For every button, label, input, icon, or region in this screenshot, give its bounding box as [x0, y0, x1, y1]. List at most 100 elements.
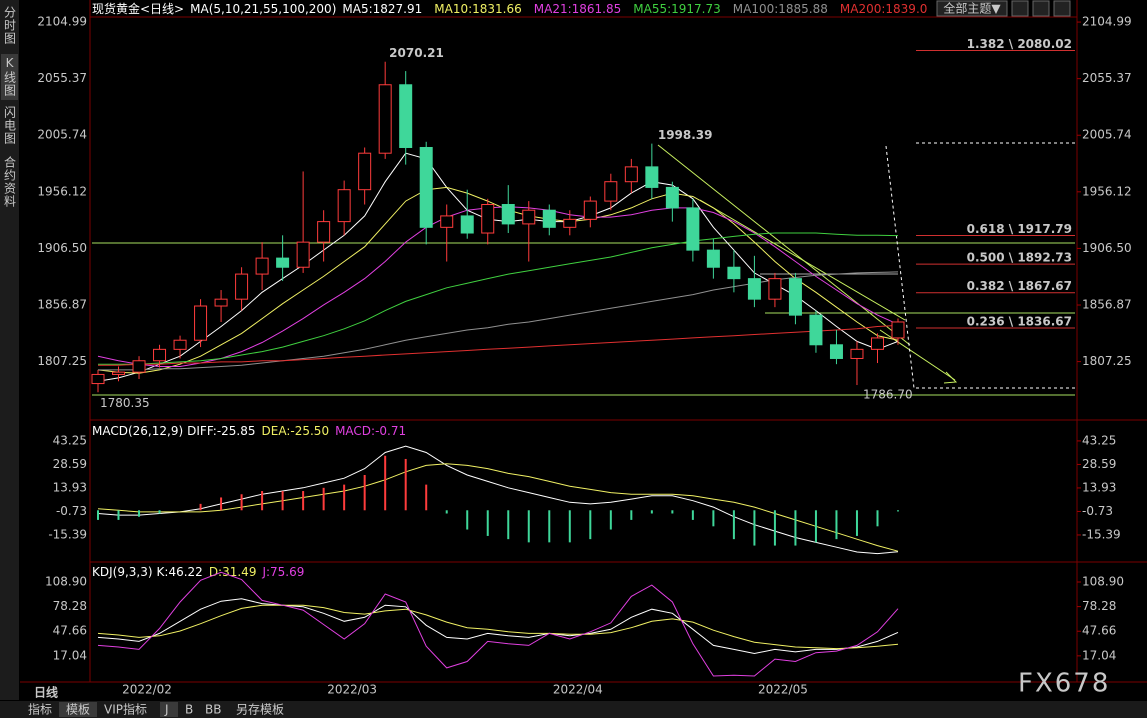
line [97, 598, 899, 655]
legend-entry: MACD:-0.71 [335, 424, 406, 438]
panel-frames [20, 0, 1147, 683]
y-tick-label: 43.25 [1082, 433, 1116, 447]
tab-active [160, 702, 178, 717]
y-tick-label: -15.39 [48, 527, 87, 541]
legend-entry: DEA:-25.50 [262, 424, 330, 438]
candle-body [768, 278, 782, 300]
high-label: 2070.21 [389, 46, 444, 60]
legend-entry: MA21:1861.85 [534, 2, 622, 16]
line [98, 324, 899, 366]
tab[interactable]: 指标 [28, 702, 52, 717]
candle-body [706, 249, 720, 268]
y-tick-label: 17.04 [53, 648, 87, 662]
candle-body [296, 241, 310, 268]
tab[interactable]: B [185, 703, 193, 717]
sidebar-tab[interactable]: K线图 [3, 56, 17, 97]
candle-body [645, 166, 659, 188]
tab[interactable]: 另存模板 [236, 703, 284, 717]
candle-body [235, 273, 249, 300]
line [97, 206, 899, 367]
candle-body [91, 373, 105, 385]
low-label: 1786.70 [863, 388, 913, 402]
panel-title: KDJ(9,3,3) [92, 565, 153, 579]
candle-body [337, 189, 351, 223]
legend-entry: MA100:1885.88 [733, 2, 828, 16]
window-icons[interactable] [1011, 0, 1071, 17]
kdj-legend: KDJ(9,3,3) K:46.22 D:31.49 J:75.69 [92, 565, 304, 579]
period[interactable]: 日线 [34, 685, 58, 700]
candle-body [665, 186, 679, 209]
legend-entry: D:31.49 [209, 565, 257, 579]
theme-button[interactable] [936, 0, 1008, 17]
y-tick-label: 47.66 [53, 624, 87, 638]
x-tick-label: 2022/04 [553, 683, 603, 697]
candle-body [214, 298, 228, 307]
candle-body [891, 321, 905, 339]
line [98, 232, 899, 365]
legend-entry: MA200:1839.0 [840, 2, 928, 16]
legend-entry: MA10:1831.66 [434, 2, 522, 16]
candle-body [358, 152, 372, 191]
candle-body [132, 360, 146, 373]
candle-body [788, 278, 802, 316]
candle-body [399, 84, 413, 148]
candle-body [317, 221, 331, 243]
y-tick-label: 78.28 [1082, 599, 1116, 613]
candle-body [501, 204, 515, 225]
tab-bar [0, 701, 1147, 718]
x-tick-label: 2022/05 [758, 683, 808, 697]
watermark: FX678 [1018, 669, 1110, 699]
x-tick-label: 2022/03 [327, 683, 377, 697]
candle-body [173, 339, 187, 350]
tab-active [59, 702, 97, 717]
line [97, 445, 899, 555]
candle-body [419, 146, 433, 228]
candle-body [522, 209, 536, 225]
y-tick-label: 1807.25 [37, 354, 87, 368]
legend-entry: MA55:1917.73 [633, 2, 721, 16]
tab[interactable]: BB [205, 703, 221, 717]
y-tick-label: 2005.74 [37, 128, 87, 142]
y-tick-label: -0.73 [1082, 504, 1113, 518]
y-tick-label: 43.25 [53, 433, 87, 447]
line [97, 604, 899, 650]
candle-body [153, 348, 167, 362]
high-label: 1998.39 [658, 128, 713, 142]
tab[interactable]: VIP指标 [104, 702, 147, 717]
candle-body [378, 84, 392, 154]
legend-entry: DIFF:-25.85 [187, 424, 255, 438]
y-tick-label: -15.39 [1082, 527, 1121, 541]
panel-title: MACD(26,12,9) [92, 424, 183, 438]
sidebar-tab[interactable]: 分时图 [3, 6, 17, 45]
candle-body [747, 278, 761, 300]
main-legend: 现货黄金<日线> MA(5,10,21,55,100,200) MA5:1827.9… [92, 1, 927, 16]
candle-body [583, 200, 597, 220]
theme-button-label[interactable]: 全部主题▼ [943, 1, 1001, 16]
y-tick-label: 17.04 [1082, 648, 1116, 662]
candle-body [440, 215, 454, 228]
tab[interactable]: 模板 [66, 703, 90, 717]
fib-label: 1.382 \ 2080.02 [967, 37, 1072, 51]
candle-body [850, 348, 864, 359]
y-tick-label: 28.59 [1082, 457, 1116, 471]
tab[interactable]: J [164, 703, 169, 717]
y-tick-label: 1807.25 [1082, 354, 1132, 368]
sidebar-tab[interactable]: 闪电图 [3, 106, 17, 145]
y-tick-label: 1906.50 [37, 241, 87, 255]
y-tick-label: 108.90 [1082, 574, 1124, 588]
line [97, 152, 899, 382]
y-tick-label: -0.73 [56, 504, 87, 518]
y-tick-label: 2104.99 [1082, 15, 1132, 29]
macd-legend: MACD(26,12,9) DIFF:-25.85 DEA:-25.50 MACD:-… [92, 424, 406, 438]
candle-body [870, 337, 884, 350]
candle-body [686, 207, 700, 251]
y-tick-label: 2055.37 [37, 71, 87, 85]
sidebar-active [1, 54, 18, 100]
sidebar-tab[interactable]: 合约资料 [3, 155, 17, 208]
indicator: MA(5,10,21,55,100,200) [190, 2, 336, 16]
candle-body [809, 314, 823, 346]
y-tick-label: 2055.37 [1082, 71, 1132, 85]
line [97, 186, 899, 374]
candle-body [276, 257, 290, 268]
